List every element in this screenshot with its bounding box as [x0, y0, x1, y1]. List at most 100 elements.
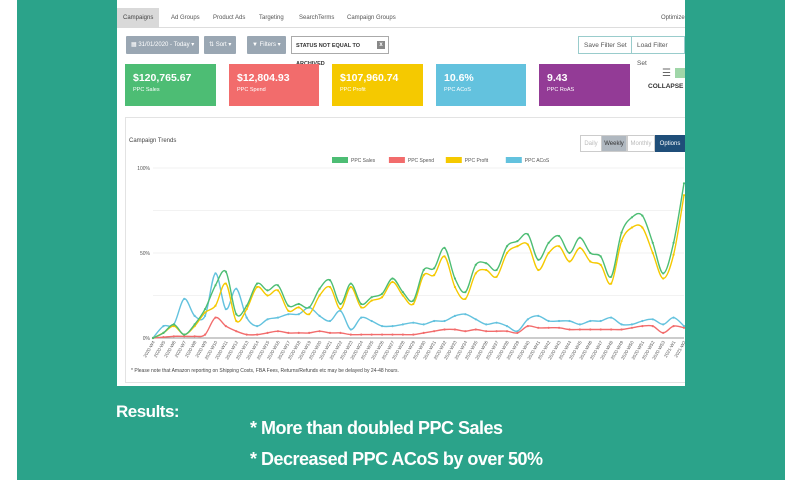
period-monthly[interactable]: Monthly: [627, 135, 655, 152]
data-point: [256, 285, 259, 289]
data-point: [620, 323, 623, 326]
results-label: Results:: [116, 402, 180, 421]
data-point: [162, 331, 165, 334]
tab-campaign-groups[interactable]: Campaign Groups: [347, 15, 396, 21]
data-point: [412, 333, 415, 336]
data-point: [505, 330, 509, 333]
data-point: [651, 325, 654, 328]
data-point: [412, 302, 415, 306]
result-bullet-2: * Decreased PPC ACoS by over 50%: [250, 449, 543, 469]
data-point: [276, 284, 280, 287]
data-point: [672, 253, 675, 256]
data-point: [328, 279, 332, 282]
data-point: [401, 294, 404, 297]
data-point: [193, 323, 196, 326]
data-point: [370, 333, 373, 336]
tab-product-ads[interactable]: Product Ads: [213, 15, 246, 21]
data-point: [443, 246, 446, 249]
data-point: [526, 318, 529, 321]
series-line-ppc-profit: [152, 195, 685, 339]
filters-button[interactable]: ▼ Filters ▾: [247, 36, 286, 54]
card-ppc-profit: $107,960.74 PPC Profit: [332, 64, 423, 106]
data-point: [276, 289, 280, 292]
data-point: [172, 323, 175, 326]
x-tick-label: 2021-W2: [673, 340, 685, 359]
grid-view-toggle[interactable]: [675, 68, 685, 78]
data-point: [505, 245, 509, 248]
list-view-icon[interactable]: ☰: [662, 68, 671, 79]
close-icon[interactable]: x: [377, 41, 385, 49]
data-point: [516, 330, 519, 333]
data-point: [547, 319, 550, 323]
data-point: [245, 316, 248, 319]
data-point: [349, 285, 352, 289]
data-point: [360, 306, 363, 309]
legend-label: PPC Sales: [351, 158, 376, 164]
data-point: [557, 319, 561, 323]
tab-optimize[interactable]: Optimize: [661, 15, 685, 21]
y-tick-label: 100%: [137, 166, 150, 172]
data-point: [485, 262, 488, 265]
data-point: [183, 333, 186, 336]
options-button[interactable]: Options: [655, 135, 685, 152]
data-point: [360, 302, 363, 306]
data-point: [589, 260, 592, 263]
data-point: [266, 294, 269, 297]
data-point: [537, 314, 540, 317]
data-point: [641, 226, 644, 229]
data-point: [380, 325, 384, 328]
data-point: [516, 331, 519, 334]
collapse-button[interactable]: COLLAPSE: [648, 83, 684, 90]
data-point: [662, 277, 665, 280]
data-point: [370, 319, 373, 323]
tab-campaigns[interactable]: Campaigns: [117, 8, 160, 28]
data-point: [256, 333, 259, 336]
series-line-ppc-spend: [152, 316, 685, 339]
data-point: [589, 251, 592, 255]
data-point: [318, 294, 321, 297]
data-point: [401, 291, 404, 294]
data-point: [266, 289, 269, 292]
data-point: [297, 313, 300, 316]
data-point: [349, 282, 352, 285]
tab-targeting[interactable]: Targeting: [259, 15, 284, 21]
series-line-ppc-acos: [152, 272, 685, 339]
data-point: [162, 325, 165, 328]
data-point: [464, 291, 467, 294]
data-point: [630, 326, 634, 329]
data-point: [599, 263, 602, 266]
data-point: [682, 182, 685, 185]
data-point: [203, 308, 207, 311]
data-point: [672, 316, 675, 319]
data-point: [568, 328, 571, 331]
data-point: [599, 255, 602, 258]
tab-searchterms[interactable]: SearchTerms: [299, 15, 335, 21]
data-point: [537, 326, 540, 329]
data-point: [224, 282, 227, 285]
data-point: [339, 302, 342, 306]
data-point: [682, 326, 685, 329]
result-bullet-1: * More than doubled PPC Sales: [250, 418, 503, 438]
data-point: [662, 323, 665, 326]
load-filter-set-button[interactable]: Load Filter Set: [631, 36, 685, 67]
data-point: [516, 240, 519, 243]
data-point: [443, 319, 446, 323]
data-point: [672, 325, 675, 328]
tab-ad-groups[interactable]: Ad Groups: [171, 15, 200, 21]
data-point: [224, 325, 227, 328]
data-point: [433, 267, 436, 270]
data-point: [672, 241, 675, 244]
data-point: [630, 226, 634, 229]
data-point: [547, 326, 550, 329]
data-point: [172, 325, 175, 328]
date-range-button[interactable]: ▦ 31/01/2020 - Today ▾: [126, 36, 200, 54]
data-point: [610, 275, 613, 278]
period-weekly[interactable]: Weekly: [601, 135, 627, 152]
card-ppc-acos: 10.6% PPC ACoS: [436, 64, 526, 106]
data-point: [401, 333, 404, 336]
data-point: [287, 309, 290, 312]
data-point: [682, 325, 685, 328]
chart-title: Campaign Trends: [129, 138, 177, 144]
sort-button[interactable]: ⇅ Sort ▾: [204, 36, 237, 54]
data-point: [318, 287, 321, 290]
